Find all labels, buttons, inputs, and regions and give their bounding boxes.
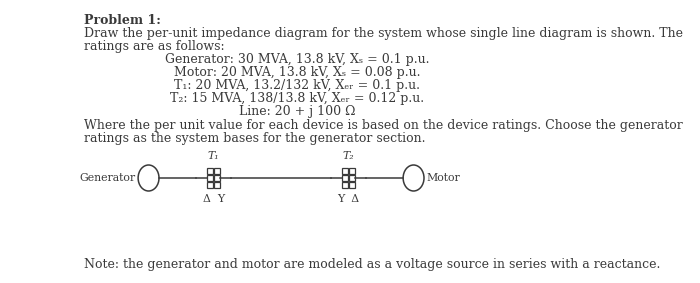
Text: T₂: 15 MVA, 138/13.8 kV, Xₑᵣ = 0.12 p.u.: T₂: 15 MVA, 138/13.8 kV, Xₑᵣ = 0.12 p.u. [170, 92, 424, 105]
Text: Δ  Y: Δ Y [202, 194, 225, 204]
Bar [349, 175, 355, 181]
Text: Y  Δ: Y Δ [337, 194, 360, 204]
Text: T₁: 20 MVA, 13.2/132 kV, Xₑᵣ = 0.1 p.u.: T₁: 20 MVA, 13.2/132 kV, Xₑᵣ = 0.1 p.u. [174, 79, 420, 92]
Bar [207, 175, 213, 181]
Bar [342, 182, 348, 188]
Text: Generator: 30 MVA, 13.8 kV, Xₛ = 0.1 p.u.: Generator: 30 MVA, 13.8 kV, Xₛ = 0.1 p.u… [165, 53, 429, 66]
Text: Draw the per-unit impedance diagram for the system whose single line diagram is : Draw the per-unit impedance diagram for … [84, 27, 683, 40]
Bar [214, 168, 220, 174]
Text: Line: 20 + j 100 Ω: Line: 20 + j 100 Ω [239, 105, 356, 118]
Bar [214, 175, 220, 181]
Text: Where the per unit value for each device is based on the device ratings. Choose : Where the per unit value for each device… [84, 119, 683, 132]
Bar [349, 168, 355, 174]
Bar [214, 182, 220, 188]
Text: ratings are as follows:: ratings are as follows: [84, 40, 225, 53]
Bar [207, 168, 213, 174]
Bar [342, 175, 348, 181]
Text: T₂: T₂ [343, 151, 354, 161]
Text: Motor: 20 MVA, 13.8 kV, Xₛ = 0.08 p.u.: Motor: 20 MVA, 13.8 kV, Xₛ = 0.08 p.u. [174, 66, 421, 79]
Bar [342, 168, 348, 174]
Bar [207, 182, 213, 188]
Text: T₁: T₁ [208, 151, 219, 161]
Bar [349, 182, 355, 188]
Text: Note: the generator and motor are modeled as a voltage source in series with a r: Note: the generator and motor are modele… [84, 258, 661, 271]
Text: Problem 1:: Problem 1: [84, 14, 161, 27]
Text: ratings as the system bases for the generator section.: ratings as the system bases for the gene… [84, 132, 426, 145]
Text: Motor: Motor [426, 173, 460, 183]
Text: Generator: Generator [80, 173, 136, 183]
